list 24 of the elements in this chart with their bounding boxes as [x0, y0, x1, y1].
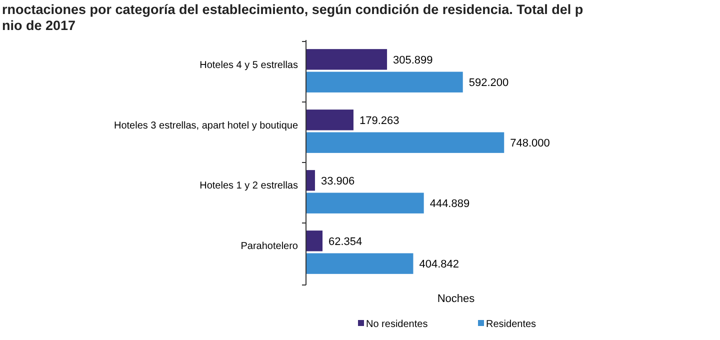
bar: [306, 170, 315, 191]
bar: [306, 230, 323, 252]
y-tick-label: Hoteles 1 y 2 estrellas: [200, 180, 298, 192]
data-label: 62.354: [328, 236, 362, 248]
bar: [306, 132, 504, 153]
bar: [306, 192, 424, 214]
data-label: 404.842: [419, 258, 459, 271]
bar: [306, 253, 414, 274]
bar: [306, 110, 354, 130]
x-axis-title: Noches: [437, 293, 476, 305]
data-label: 305.899: [393, 54, 433, 66]
data-label: 444.889: [430, 198, 470, 210]
y-tick-label: Parahotelero: [240, 241, 298, 252]
y-tick-label: Hoteles 3 estrellas, apart hotel y boutique: [114, 120, 298, 132]
data-label: 179.263: [359, 114, 400, 127]
legend-label: Residentes: [486, 319, 536, 330]
y-tick-label: Hoteles 4 y 5 estrellas: [200, 60, 298, 71]
data-label: 748.000: [510, 138, 550, 150]
data-label: 33.906: [320, 175, 355, 188]
legend-label: No residentes: [366, 319, 428, 330]
data-label: 592.200: [468, 77, 509, 90]
chart-title: rnoctaciones por categoría del establecimiento, según condición de residencia. Total del p nio de 2017: [2, 2, 584, 33]
bar: [306, 49, 388, 70]
bar: [306, 72, 463, 92]
